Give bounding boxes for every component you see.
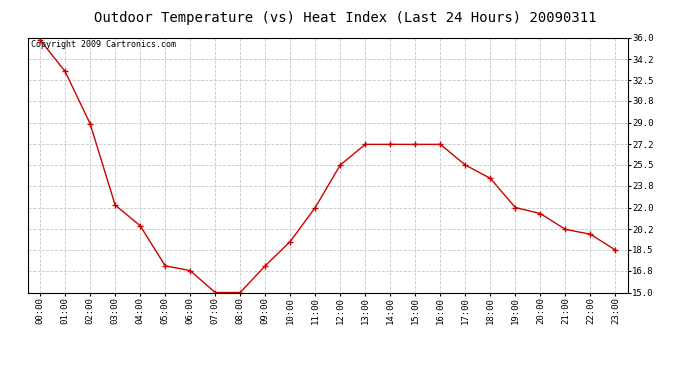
Text: Copyright 2009 Cartronics.com: Copyright 2009 Cartronics.com xyxy=(30,40,175,49)
Text: Outdoor Temperature (vs) Heat Index (Last 24 Hours) 20090311: Outdoor Temperature (vs) Heat Index (Las… xyxy=(94,11,596,25)
